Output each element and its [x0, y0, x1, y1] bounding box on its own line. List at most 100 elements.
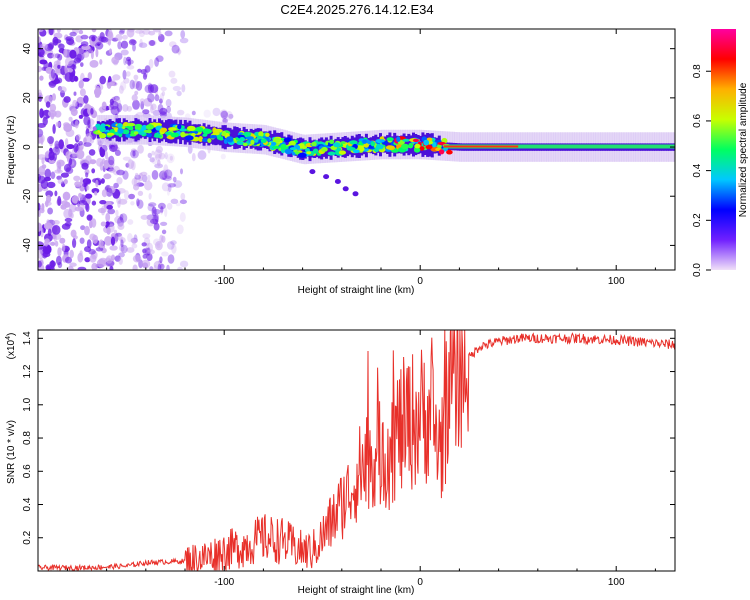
- spectrogram-noise-blob: [119, 85, 124, 94]
- snr-y-tick-label: 0.6: [22, 464, 33, 478]
- spectrogram-ridge-blob: [160, 127, 168, 133]
- spectrogram-noise-blob: [167, 254, 175, 264]
- spectrogram-ridge-blob: [226, 136, 234, 143]
- spectrogram-noise-blob: [114, 215, 123, 224]
- snr-y-tick-label: 1.2: [22, 364, 33, 378]
- spectrogram-noise-blob: [85, 193, 93, 199]
- svg-text:(x104): (x104): [5, 333, 17, 360]
- spectrogram-noise-blob: [179, 199, 187, 205]
- spectrogram-noise-blob: [77, 103, 83, 108]
- spectrogram-ridge-blob: [202, 128, 211, 135]
- spectrogram-noise-blob: [150, 103, 157, 111]
- spectrogram-noise-blob: [91, 188, 100, 194]
- spectrogram-ridge-blob: [375, 143, 381, 150]
- spectrogram-noise-blob: [73, 91, 77, 96]
- spectrogram-noise-blob: [114, 233, 119, 242]
- spectrogram-noise-blob: [170, 198, 179, 204]
- spectrogram-noise-blob: [119, 213, 124, 221]
- spectrogram-ridge-blob: [402, 138, 410, 142]
- snr-scale-exponent: 4: [5, 336, 12, 340]
- spectrogram-noise-blob: [106, 187, 113, 197]
- spectrogram-noise-blob: [127, 219, 134, 225]
- spectrogram-noise-blob: [104, 236, 113, 246]
- spectrogram-noise-blob: [38, 260, 42, 268]
- spectrogram-noise-blob: [86, 239, 92, 249]
- spectrogram-band-cell: [386, 135, 390, 154]
- spectrogram-noise-blob: [59, 86, 67, 93]
- spectrogram-noise-blob: [52, 93, 56, 101]
- spectrogram-noise-blob: [64, 57, 74, 67]
- spectrogram-ridge-blob: [180, 131, 186, 138]
- spectrogram-noise-blob: [110, 100, 119, 110]
- spectrogram-noise-blob: [142, 29, 151, 35]
- spectrogram-noise-blob: [38, 29, 44, 33]
- spectrogram-noise-blob: [108, 168, 116, 173]
- spectrogram-noise-blob: [82, 51, 90, 58]
- spectrogram-noise-blob: [164, 169, 173, 179]
- spectrogram-noise-blob: [131, 238, 137, 245]
- spectrogram-noise-blob: [228, 113, 234, 119]
- spectrogram-ridge-blob: [370, 141, 375, 147]
- spectrogram-noise-blob: [69, 31, 77, 37]
- spectrogram-noise-blob: [80, 225, 86, 231]
- spectrogram-noise-blob: [109, 48, 112, 54]
- spectrogram-noise-blob: [75, 47, 85, 54]
- spectrogram-noise-blob: [44, 240, 49, 247]
- spectrogram-ridge-blob: [359, 145, 365, 152]
- spectrogram-ridge-blob: [209, 135, 217, 139]
- spectrogram-noise-blob: [99, 200, 107, 205]
- spectrogram-noise-blob: [132, 43, 136, 52]
- spectrogram-ridge-blob: [271, 141, 277, 146]
- colorbar-tick-label: 0.0: [692, 263, 703, 277]
- spectrogram-noise-blob: [103, 173, 112, 180]
- spectrogram-noise-blob: [57, 178, 64, 185]
- spectrogram-noise-blob: [109, 245, 118, 251]
- spectrogram-noise-blob: [120, 239, 124, 248]
- spectrogram-noise-blob: [99, 59, 103, 65]
- spectrogram-noise-blob: [113, 182, 119, 189]
- spectrogram-noise-blob: [148, 58, 154, 69]
- spectrogram-x-tick-label: -100: [214, 276, 234, 287]
- spectrogram-ridge-blob: [170, 132, 180, 138]
- spectrogram-noise-blob: [139, 38, 143, 48]
- spectrogram-noise-blob: [133, 183, 140, 191]
- spectrogram-noise-blob: [107, 31, 114, 41]
- spectrogram-noise-blob: [181, 84, 186, 93]
- spectrogram-noise-blob: [58, 139, 64, 150]
- spectrogram-noise-blob: [94, 93, 100, 98]
- spectrogram-noise-blob: [51, 225, 61, 235]
- spectrogram-noise-blob: [50, 68, 56, 79]
- spectrogram-ridge-blob: [284, 148, 292, 155]
- spectrogram-noise-blob: [64, 217, 73, 223]
- spectrogram-noise-blob: [159, 107, 168, 115]
- spectrogram-ridge-blob: [289, 147, 297, 151]
- spectrogram-noise-blob: [90, 108, 94, 115]
- spectrogram-noise-blob: [105, 212, 111, 223]
- spectrogram-noise-blob: [133, 74, 139, 81]
- spectrogram-band-cell: [186, 122, 190, 143]
- spectrogram-axes: -100 0 100 -40 -20 0 20 40: [22, 29, 675, 287]
- spectrogram-noise-blob: [49, 266, 55, 270]
- spectrogram-noise-blob: [96, 258, 106, 268]
- spectrogram-noise-blob: [81, 162, 89, 170]
- spectrogram-ridge-blob: [346, 147, 356, 151]
- spectrogram-ridge-blob: [145, 124, 154, 130]
- spectrogram-ridge-blob: [349, 140, 358, 145]
- spectrogram-noise-blob: [139, 30, 145, 38]
- spectrogram-noise-blob: [151, 206, 157, 217]
- spectrogram-noise-blob: [137, 68, 142, 73]
- spectrogram-noise-blob: [163, 164, 169, 174]
- spectrogram-noise-blob: [38, 249, 44, 259]
- spectrogram-noise-blob: [69, 262, 77, 267]
- spectrogram-noise-blob: [170, 240, 177, 245]
- spectrogram-y-tick-label: 40: [22, 43, 33, 55]
- spectrogram-noise-blob: [101, 189, 108, 198]
- spectrogram-noise-blob: [134, 174, 142, 180]
- spectrogram-noise-blob: [180, 192, 186, 201]
- spectrogram-noise-blob: [130, 201, 135, 206]
- spectrogram-noise-blob: [131, 243, 138, 249]
- spectrogram-noise-blob: [91, 218, 97, 228]
- spectrogram-noise-blob: [42, 116, 48, 126]
- spectrogram-noise-blob: [87, 72, 93, 80]
- spectrogram-noise-blob: [75, 134, 81, 141]
